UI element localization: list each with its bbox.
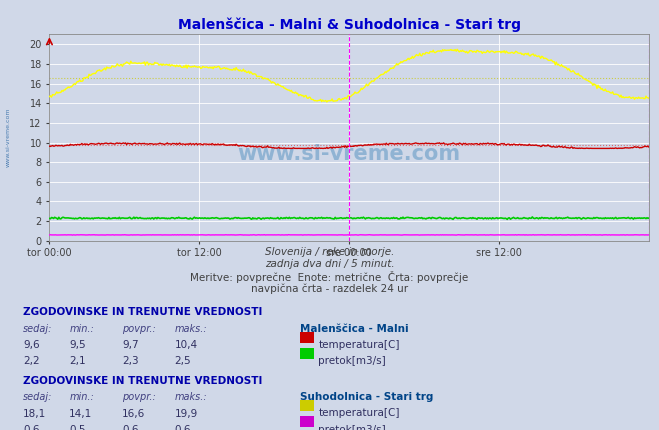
Text: www.si-vreme.com: www.si-vreme.com xyxy=(238,144,461,164)
Text: 9,7: 9,7 xyxy=(122,340,138,350)
Text: 14,1: 14,1 xyxy=(69,408,92,418)
Text: 2,1: 2,1 xyxy=(69,356,86,366)
Text: 2,2: 2,2 xyxy=(23,356,40,366)
Text: navpična črta - razdelek 24 ur: navpična črta - razdelek 24 ur xyxy=(251,283,408,294)
Text: zadnja dva dni / 5 minut.: zadnja dva dni / 5 minut. xyxy=(265,259,394,269)
Text: min.:: min.: xyxy=(69,392,94,402)
Text: Meritve: povprečne  Enote: metrične  Črta: povprečje: Meritve: povprečne Enote: metrične Črta:… xyxy=(190,271,469,283)
Text: 2,5: 2,5 xyxy=(175,356,191,366)
Text: 0,6: 0,6 xyxy=(175,425,191,430)
Text: sedaj:: sedaj: xyxy=(23,392,53,402)
Text: temperatura[C]: temperatura[C] xyxy=(318,408,400,418)
Text: 9,5: 9,5 xyxy=(69,340,86,350)
Text: www.si-vreme.com: www.si-vreme.com xyxy=(5,108,11,167)
Text: 0,6: 0,6 xyxy=(122,425,138,430)
Text: pretok[m3/s]: pretok[m3/s] xyxy=(318,356,386,366)
Text: sedaj:: sedaj: xyxy=(23,324,53,334)
Text: pretok[m3/s]: pretok[m3/s] xyxy=(318,425,386,430)
Text: 0,6: 0,6 xyxy=(23,425,40,430)
Text: 19,9: 19,9 xyxy=(175,408,198,418)
Text: Suhodolnica - Stari trg: Suhodolnica - Stari trg xyxy=(300,392,433,402)
Text: ZGODOVINSKE IN TRENUTNE VREDNOSTI: ZGODOVINSKE IN TRENUTNE VREDNOSTI xyxy=(23,307,262,317)
Text: temperatura[C]: temperatura[C] xyxy=(318,340,400,350)
Text: Malenščica - Malni: Malenščica - Malni xyxy=(300,324,409,334)
Text: 18,1: 18,1 xyxy=(23,408,46,418)
Text: Slovenija / reke in morje.: Slovenija / reke in morje. xyxy=(265,247,394,257)
Text: 9,6: 9,6 xyxy=(23,340,40,350)
Text: povpr.:: povpr.: xyxy=(122,324,156,334)
Title: Malenščica - Malni & Suhodolnica - Stari trg: Malenščica - Malni & Suhodolnica - Stari… xyxy=(178,17,521,32)
Text: povpr.:: povpr.: xyxy=(122,392,156,402)
Text: min.:: min.: xyxy=(69,324,94,334)
Text: 2,3: 2,3 xyxy=(122,356,138,366)
Text: 10,4: 10,4 xyxy=(175,340,198,350)
Text: maks.:: maks.: xyxy=(175,392,208,402)
Text: ZGODOVINSKE IN TRENUTNE VREDNOSTI: ZGODOVINSKE IN TRENUTNE VREDNOSTI xyxy=(23,376,262,386)
Text: 16,6: 16,6 xyxy=(122,408,145,418)
Text: maks.:: maks.: xyxy=(175,324,208,334)
Text: 0,5: 0,5 xyxy=(69,425,86,430)
